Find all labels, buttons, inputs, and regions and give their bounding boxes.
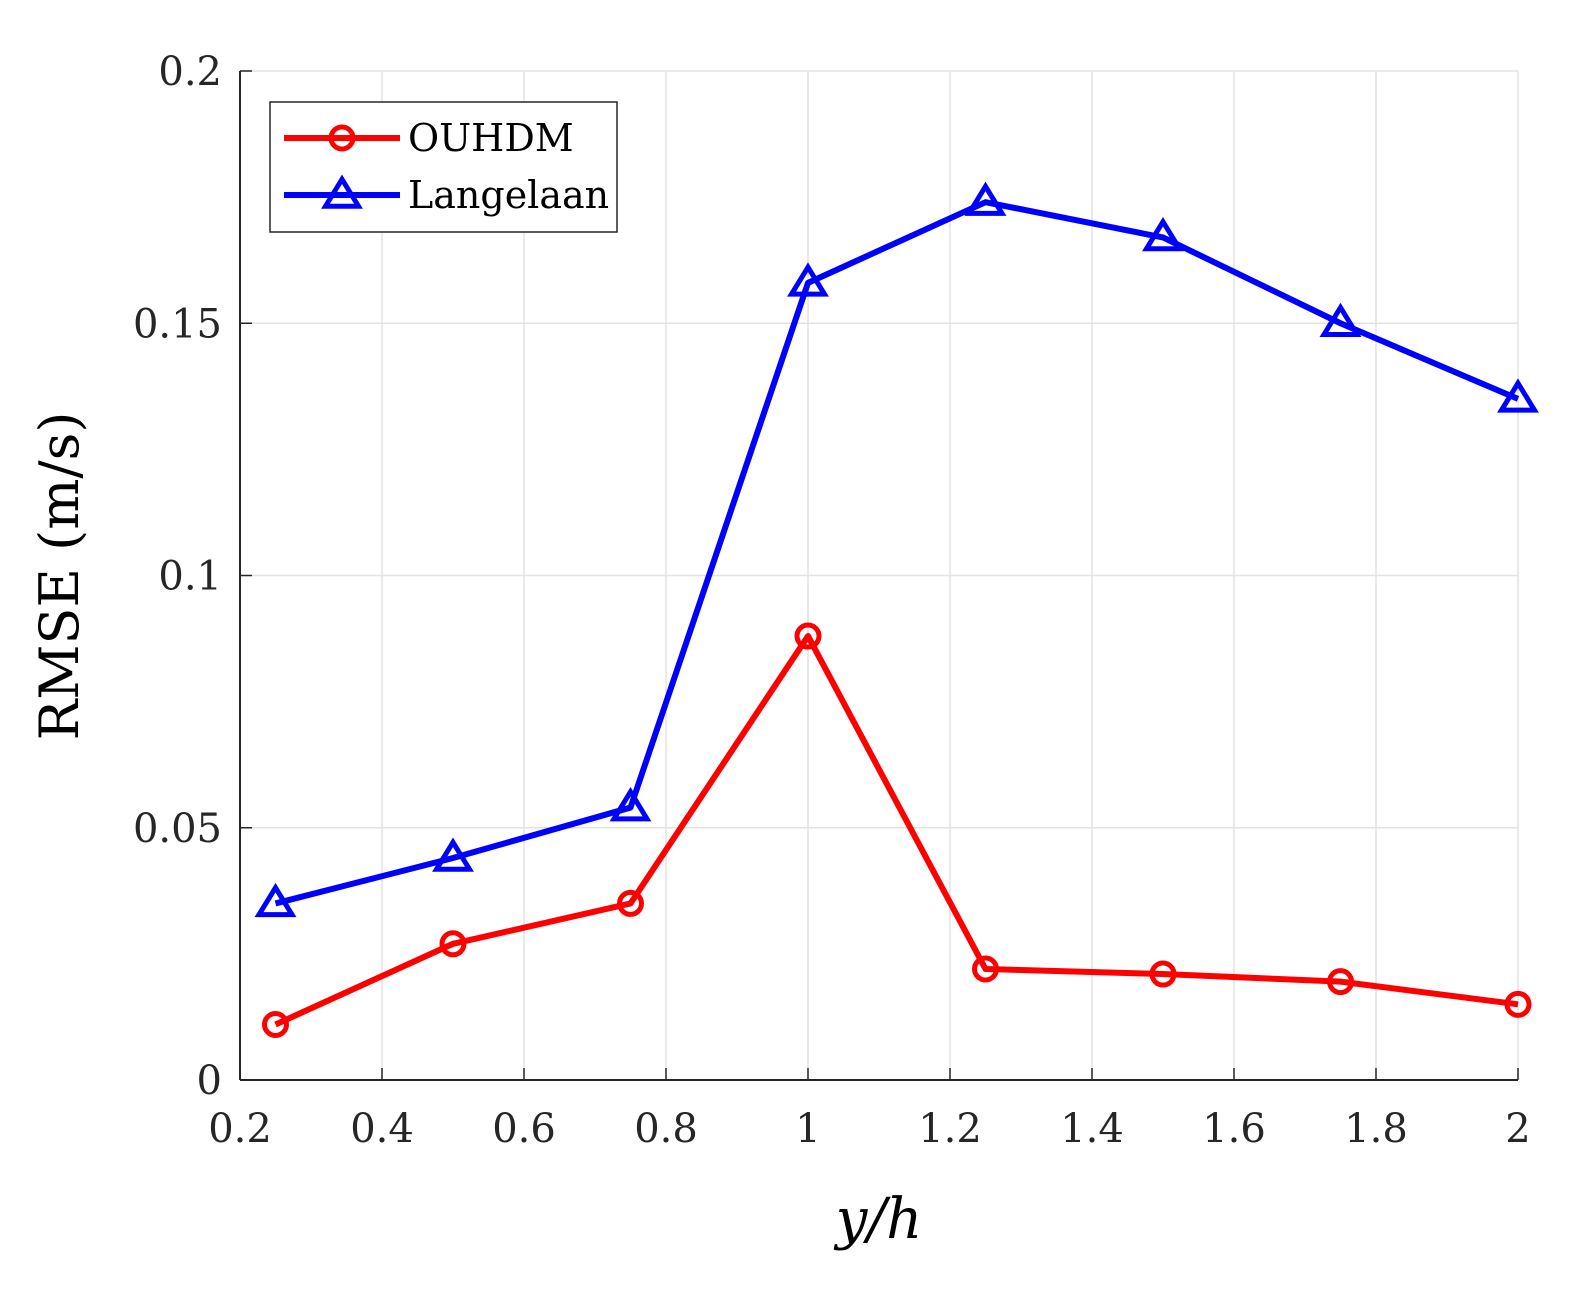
x-tick-label: 0.8 <box>634 1106 698 1152</box>
x-tick-label: 0.4 <box>350 1106 414 1152</box>
legend-label-langelaan: Langelaan <box>408 173 609 217</box>
data-point-langelaan <box>609 787 652 822</box>
data-point-ouhdm <box>1327 968 1354 996</box>
series-line-ouhdm <box>274 633 1519 1028</box>
data-point-ouhdm <box>1149 960 1177 988</box>
y-tick-label: 0.05 <box>133 806 222 852</box>
y-tick-label: 0.2 <box>158 49 222 95</box>
data-point-ouhdm <box>617 889 644 917</box>
data-point-ouhdm <box>439 930 467 958</box>
x-tick-label: 1 <box>795 1106 820 1152</box>
data-point-langelaan <box>1319 302 1362 337</box>
x-tick-label: 0.2 <box>208 1106 272 1152</box>
series-line-langelaan <box>274 199 1520 907</box>
y-tick-label: 0.15 <box>133 301 222 347</box>
x-tick-label: 2 <box>1505 1106 1530 1152</box>
y-tick-label: 0 <box>197 1058 222 1104</box>
series <box>254 181 1539 1039</box>
legend-marker-langelaan <box>321 174 363 209</box>
data-point-langelaan <box>964 181 1007 216</box>
legend-entry-langelaan: Langelaan <box>284 173 609 217</box>
x-axis-title: y/h <box>833 1187 923 1252</box>
y-axis-title: RMSE (m/s) <box>28 412 91 741</box>
y-tick-label: 0.1 <box>158 554 222 600</box>
data-point-langelaan <box>432 837 474 872</box>
data-point-langelaan <box>254 882 297 918</box>
x-tick-label: 0.6 <box>492 1106 556 1152</box>
legend-entry-ouhdm: OUHDM <box>284 116 574 160</box>
data-point-langelaan <box>1497 378 1539 413</box>
data-point-langelaan <box>1142 216 1184 252</box>
data-point-langelaan <box>787 262 829 297</box>
tick-labels: 0.2 0.4 0.6 0.8 1 1.2 1.4 1.6 1.8 2 0 0.05 0.1 0.15 0.… <box>133 49 1531 1152</box>
legend-label-ouhdm: OUHDM <box>408 116 574 160</box>
data-point-ouhdm <box>972 955 999 983</box>
series-ouhdm <box>262 622 1532 1039</box>
x-tick-label: 1.4 <box>1060 1106 1124 1152</box>
series-langelaan <box>254 181 1539 918</box>
legend: OUHDM Langelaan <box>269 101 618 233</box>
data-point-ouhdm <box>262 1011 289 1039</box>
x-tick-label: 1.2 <box>918 1106 982 1152</box>
legend-marker-ouhdm <box>328 124 356 152</box>
legend-box <box>269 101 618 233</box>
data-point-ouhdm <box>1504 990 1532 1018</box>
x-tick-label: 1.6 <box>1202 1106 1266 1152</box>
axes <box>239 70 1519 1081</box>
x-tick-label: 1.8 <box>1344 1106 1408 1152</box>
data-point-ouhdm <box>794 622 822 650</box>
